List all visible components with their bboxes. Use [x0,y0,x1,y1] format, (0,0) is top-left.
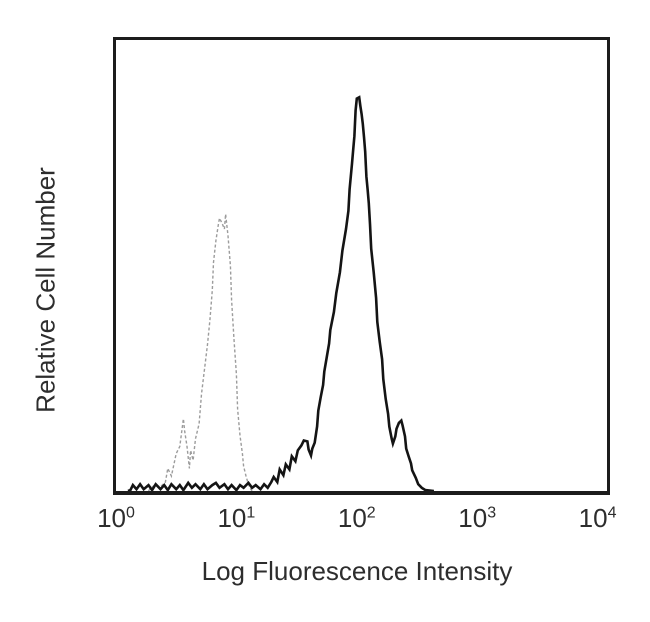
x-tick-label: 104 [578,503,617,533]
x-axis-label: Log Fluorescence Intensity [201,556,513,586]
x-tick-label: 101 [217,503,256,533]
black-solid-curve [127,95,435,491]
gray-dashed-curve [147,214,253,491]
x-tick-label: 100 [97,503,135,533]
x-tick-label: 102 [337,503,376,533]
y-axis-label: Relative Cell Number [30,167,61,413]
plot-svg [127,95,435,491]
x-tick-label: 103 [458,503,497,533]
plot-area [113,37,610,495]
